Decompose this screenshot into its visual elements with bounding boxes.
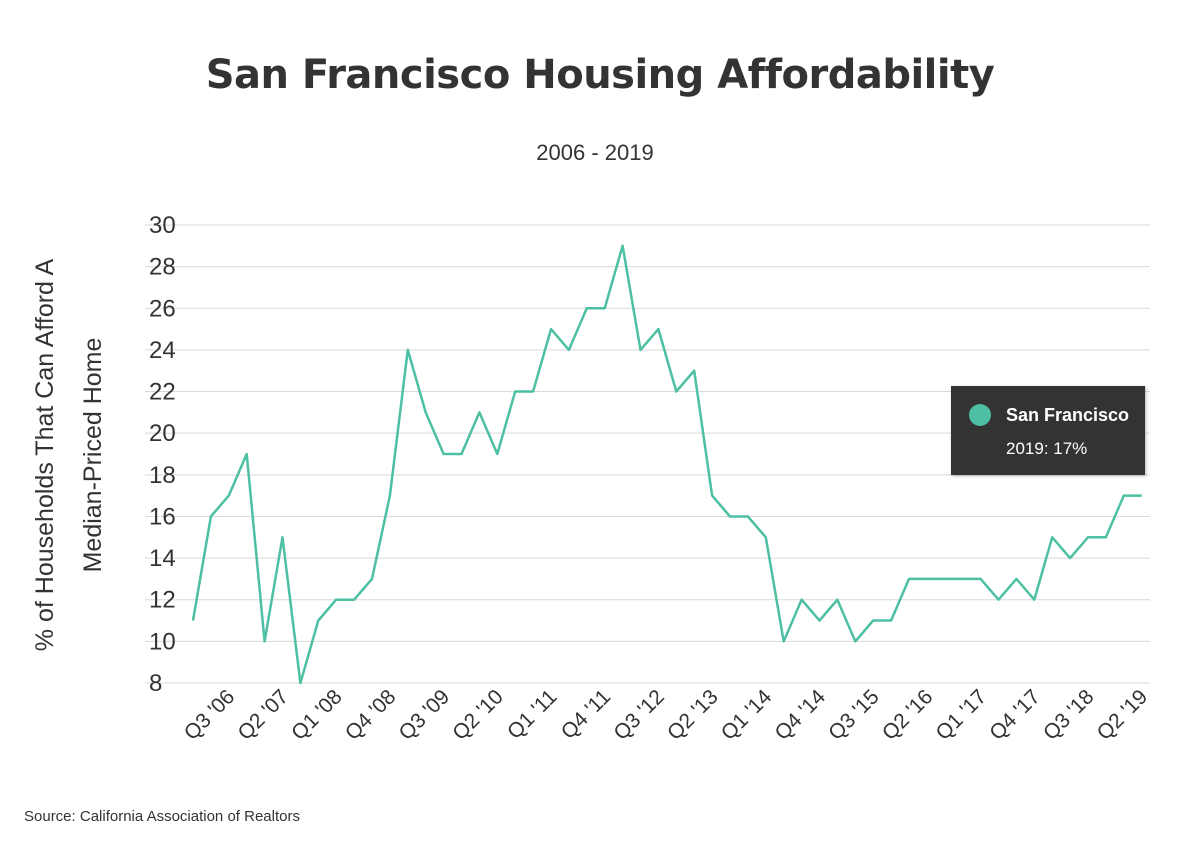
y-tick-label: 30 xyxy=(149,212,176,239)
x-tick-label: Q3 '06 xyxy=(180,685,240,745)
x-tick-label: Q3 '15 xyxy=(824,685,884,745)
y-tick-label: 18 xyxy=(149,462,176,489)
x-tick-label: Q3 '09 xyxy=(395,685,455,745)
tooltip-value: 2019: 17% xyxy=(1006,439,1088,458)
y-axis-label: Median-Priced Home xyxy=(79,338,107,573)
y-tick-label: 10 xyxy=(149,628,176,655)
x-tick-label: Q2 '13 xyxy=(663,685,723,745)
x-tick-label: Q4 '17 xyxy=(985,685,1045,745)
chart-subtitle: 2006 - 2019 xyxy=(536,140,654,165)
x-tick-label: Q2 '07 xyxy=(233,685,293,745)
x-tick-label: Q4 '14 xyxy=(770,685,830,745)
x-tick-label: Q1 '08 xyxy=(287,685,347,745)
series-color-dot xyxy=(969,404,991,426)
y-tick-label: 8 xyxy=(149,670,162,697)
x-tick-label: Q2 '19 xyxy=(1093,685,1153,745)
y-tick-label: 16 xyxy=(149,503,176,530)
x-tick-label: Q2 '16 xyxy=(878,685,938,745)
y-axis-label: % of Households That Can Afford A xyxy=(31,258,59,651)
y-tick-label: 24 xyxy=(149,337,176,364)
y-tick-label: 14 xyxy=(149,545,176,572)
x-tick-label: Q1 '14 xyxy=(717,685,777,745)
x-tick-label: Q3 '18 xyxy=(1039,685,1099,745)
y-tick-label: 28 xyxy=(149,254,176,281)
series-line xyxy=(191,244,1142,685)
x-tick-label: Q1 '17 xyxy=(932,685,992,745)
y-tick-label: 12 xyxy=(149,587,176,614)
x-tick-label: Q1 '11 xyxy=(503,685,561,743)
x-tick-label: Q3 '12 xyxy=(609,685,669,745)
tooltip-series-name: San Francisco xyxy=(1006,405,1130,425)
chart-title: San Francisco Housing Affordability xyxy=(205,52,995,98)
x-tick-label: Q4 '08 xyxy=(341,685,401,745)
chart-tooltip: San Francisco 2019: 17% xyxy=(951,386,1145,475)
x-tick-label: Q4 '11 xyxy=(557,685,615,743)
x-tick-label: Q2 '10 xyxy=(448,685,508,745)
y-tick-label: 20 xyxy=(149,420,176,447)
source-note: Source: California Association of Realto… xyxy=(24,808,300,825)
y-tick-label: 26 xyxy=(149,295,176,322)
y-tick-label: 22 xyxy=(149,379,176,406)
